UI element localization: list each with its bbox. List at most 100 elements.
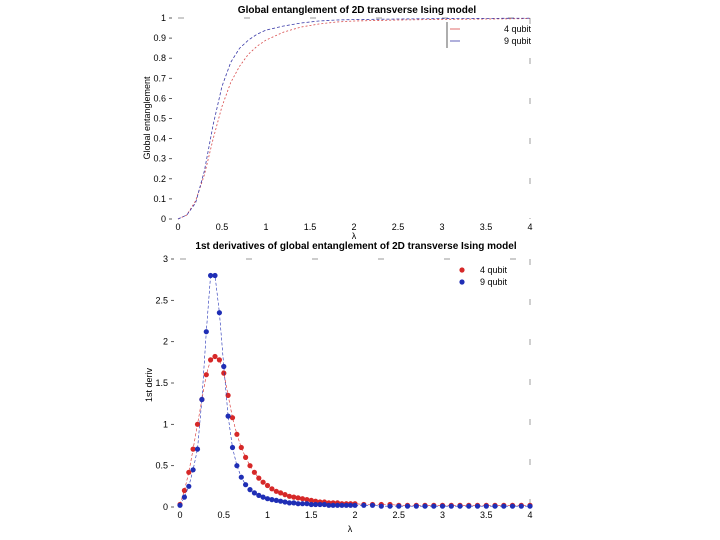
data-point-4-qubit bbox=[234, 431, 240, 437]
data-point-9-qubit bbox=[247, 487, 253, 493]
y-tick-label: 3 bbox=[163, 254, 168, 264]
data-point-4-qubit bbox=[291, 494, 297, 500]
data-point-9-qubit bbox=[474, 503, 481, 509]
legend-label: 4 qubit bbox=[504, 24, 532, 34]
data-point-9-qubit bbox=[278, 498, 284, 504]
data-point-9-qubit bbox=[396, 503, 402, 509]
data-point-9-qubit bbox=[282, 499, 288, 505]
x-tick-label: 1.5 bbox=[305, 510, 318, 520]
data-point-9-qubit bbox=[273, 497, 279, 503]
data-point-9-qubit bbox=[308, 501, 314, 508]
data-point-9-qubit bbox=[348, 502, 354, 508]
data-point-4-qubit bbox=[269, 486, 275, 492]
y-tick-label: 2 bbox=[163, 337, 168, 347]
data-point-9-qubit bbox=[186, 483, 192, 489]
x-tick-label: 2 bbox=[351, 222, 356, 232]
data-point-9-qubit bbox=[431, 503, 437, 509]
data-point-9-qubit bbox=[256, 492, 262, 498]
data-point-9-qubit bbox=[404, 503, 411, 509]
data-point-9-qubit bbox=[304, 501, 310, 507]
data-point-4-qubit bbox=[216, 357, 222, 363]
data-point-4-qubit bbox=[295, 495, 301, 501]
data-point-9-qubit bbox=[229, 444, 236, 451]
data-point-9-qubit bbox=[221, 363, 227, 370]
y-tick-label: 0.5 bbox=[155, 461, 168, 471]
series-line-4-qubit bbox=[177, 18, 531, 220]
y-axis-label: 1st deriv bbox=[144, 367, 154, 402]
data-point-9-qubit bbox=[378, 503, 384, 509]
data-point-9-qubit bbox=[422, 503, 428, 509]
x-tick-label: 3.5 bbox=[480, 222, 493, 232]
data-point-9-qubit bbox=[330, 502, 336, 508]
x-tick-label: 4 bbox=[527, 510, 532, 520]
x-tick-label: 2.5 bbox=[392, 510, 405, 520]
data-point-9-qubit bbox=[190, 467, 196, 473]
legend-label: 9 qubit bbox=[480, 277, 508, 287]
y-tick-label: 1 bbox=[161, 13, 166, 23]
data-point-4-qubit bbox=[225, 392, 231, 398]
legend: 4 qubit 9 qubit bbox=[459, 265, 508, 287]
data-point-9-qubit bbox=[466, 503, 472, 509]
data-point-9-qubit bbox=[286, 500, 292, 506]
data-point-9-qubit bbox=[361, 502, 367, 508]
y-tick-label: 0.5 bbox=[153, 114, 166, 124]
legend-swatch bbox=[459, 267, 465, 273]
data-point-4-qubit bbox=[221, 370, 227, 376]
derivative-chart: 1st derivatives of global entanglement o… bbox=[144, 241, 533, 534]
data-point-9-qubit bbox=[483, 503, 489, 509]
series-line-9-qubit bbox=[177, 17, 531, 220]
data-point-4-qubit bbox=[251, 469, 257, 475]
data-point-9-qubit bbox=[264, 496, 271, 502]
data-point-9-qubit bbox=[317, 501, 323, 508]
data-point-9-qubit bbox=[203, 329, 209, 335]
data-point-9-qubit bbox=[238, 474, 244, 480]
data-point-9-qubit bbox=[492, 503, 498, 509]
x-tick-label: 1.5 bbox=[304, 222, 317, 232]
data-point-4-qubit bbox=[278, 490, 284, 496]
data-point-9-qubit bbox=[334, 502, 341, 508]
data-point-4-qubit bbox=[273, 488, 279, 494]
data-point-9-qubit bbox=[291, 500, 297, 506]
y-tick-label: 0.2 bbox=[153, 174, 166, 184]
x-tick-label: 4 bbox=[527, 222, 532, 232]
data-point-9-qubit bbox=[509, 503, 516, 509]
legend: 4 qubit 9 qubit bbox=[446, 22, 532, 48]
data-point-4-qubit bbox=[181, 487, 187, 494]
data-point-9-qubit bbox=[439, 503, 446, 509]
x-axis-label: λ bbox=[352, 231, 357, 241]
data-point-9-qubit bbox=[369, 502, 376, 508]
x-tick-label: 0 bbox=[175, 222, 180, 232]
data-point-9-qubit bbox=[518, 503, 524, 509]
legend-swatch bbox=[459, 279, 465, 285]
data-point-9-qubit bbox=[352, 502, 358, 508]
y-tick-label: 0.8 bbox=[153, 53, 166, 63]
data-point-4-qubit bbox=[203, 372, 209, 378]
y-tick-label: 0.3 bbox=[153, 154, 166, 164]
series-line-4-qubit bbox=[179, 356, 530, 506]
data-point-9-qubit bbox=[269, 497, 275, 503]
data-point-4-qubit bbox=[247, 463, 253, 469]
data-point-4-qubit bbox=[194, 421, 201, 427]
chart-title: 1st derivatives of global entanglement o… bbox=[195, 241, 516, 252]
data-point-9-qubit bbox=[501, 503, 507, 509]
data-point-9-qubit bbox=[251, 490, 257, 496]
x-tick-label: 0.5 bbox=[217, 510, 230, 520]
data-point-9-qubit bbox=[295, 501, 301, 507]
x-axis-label: λ bbox=[348, 524, 353, 534]
data-point-4-qubit bbox=[229, 415, 236, 421]
data-point-9-qubit bbox=[326, 502, 332, 508]
data-point-4-qubit bbox=[282, 492, 288, 498]
y-tick-label: 0.9 bbox=[153, 33, 166, 43]
x-tick-label: 2.5 bbox=[392, 222, 405, 232]
data-point-9-qubit bbox=[299, 501, 306, 507]
data-point-9-qubit bbox=[448, 503, 454, 509]
y-tick-label: 1 bbox=[163, 419, 168, 429]
data-point-4-qubit bbox=[260, 479, 266, 485]
x-tick-label: 0 bbox=[177, 510, 182, 520]
legend-label: 9 qubit bbox=[504, 36, 532, 46]
data-point-9-qubit bbox=[413, 503, 419, 509]
data-point-9-qubit bbox=[212, 272, 218, 279]
data-point-9-qubit bbox=[194, 446, 201, 452]
data-point-4-qubit bbox=[304, 497, 310, 503]
